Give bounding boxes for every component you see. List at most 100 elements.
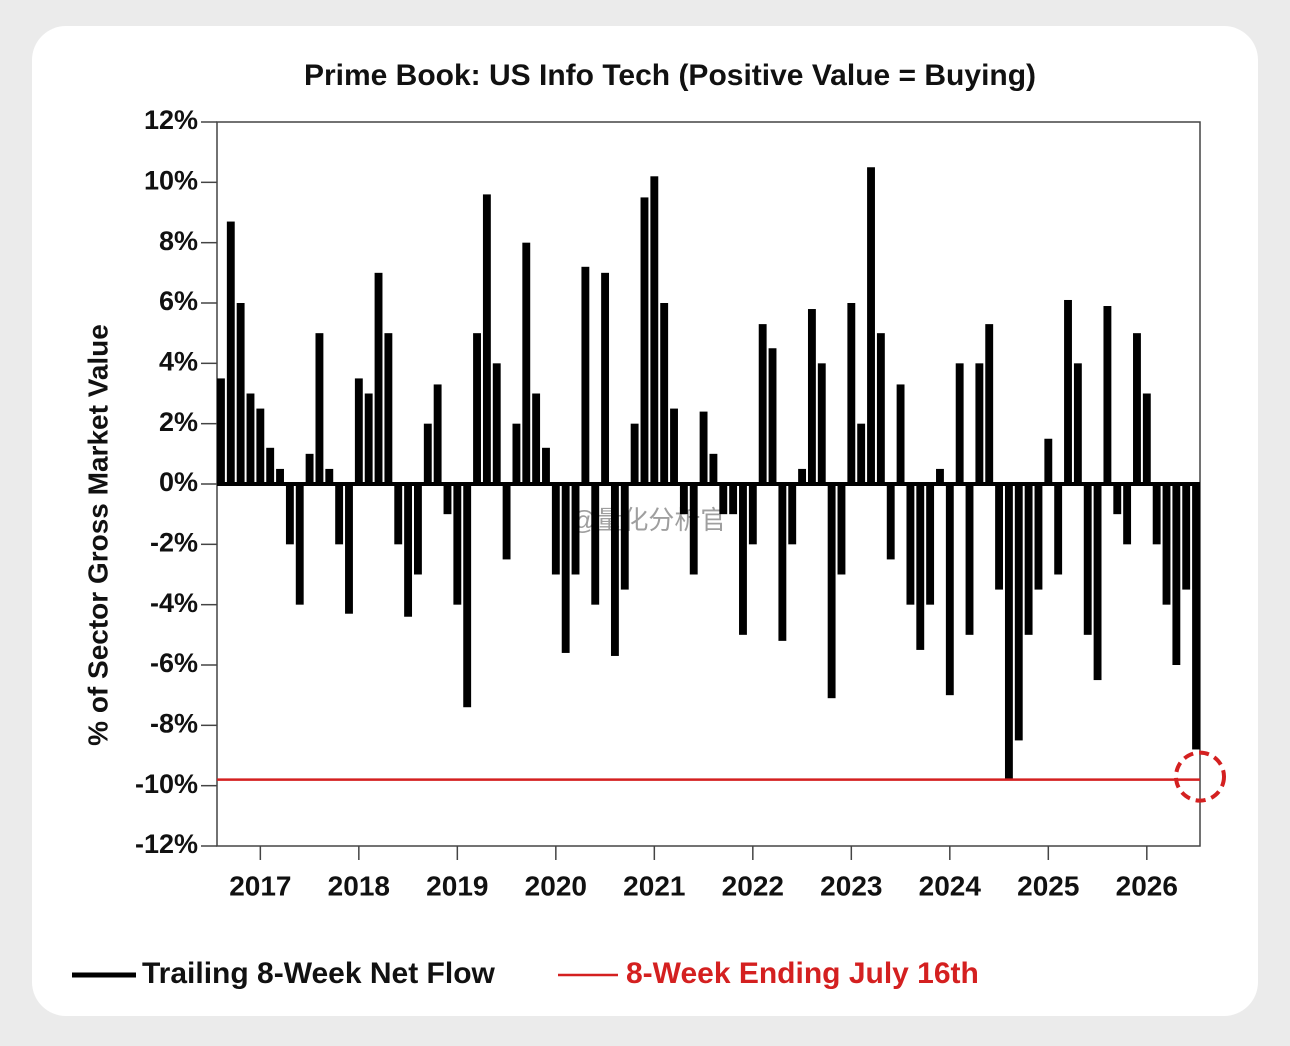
bar — [709, 453, 718, 484]
bar — [246, 393, 255, 484]
bar — [285, 484, 294, 545]
bar — [689, 484, 698, 575]
bar — [1123, 484, 1132, 545]
bar — [1162, 484, 1171, 605]
bar — [1103, 306, 1112, 484]
bar — [847, 303, 856, 484]
bar — [620, 484, 629, 590]
bar — [896, 384, 905, 484]
highlight-circle — [1174, 750, 1226, 803]
y-tick-label: -4% — [150, 588, 198, 618]
bar — [305, 453, 314, 484]
bar — [473, 333, 481, 484]
y-tick-label: 10% — [144, 165, 198, 195]
bar — [1004, 484, 1013, 780]
bar — [413, 484, 422, 575]
x-tick-label: 2022 — [722, 870, 784, 901]
bar — [758, 324, 767, 484]
y-axis-label: % of Sector Gross Market Value — [82, 324, 113, 746]
bar — [551, 484, 560, 575]
legend-label: Trailing 8-Week Net Flow — [142, 957, 496, 990]
bar — [1064, 299, 1072, 484]
y-tick-label: -2% — [150, 527, 198, 557]
bar — [266, 447, 275, 484]
bar — [1054, 484, 1063, 575]
bar — [867, 167, 875, 484]
bar — [955, 363, 964, 484]
bar — [679, 484, 688, 515]
bar — [492, 363, 501, 484]
bar — [1024, 484, 1033, 635]
x-tick-label: 2026 — [1116, 870, 1178, 901]
bar — [463, 484, 472, 708]
y-tick-label: -8% — [150, 708, 198, 738]
bar — [433, 384, 442, 484]
bar — [1152, 484, 1161, 545]
bar — [1083, 484, 1092, 635]
bar — [945, 484, 954, 696]
bar — [512, 423, 521, 484]
bar — [384, 333, 393, 484]
y-tick-label: 2% — [159, 407, 198, 437]
bar — [482, 194, 491, 484]
bar — [1014, 484, 1023, 741]
bar — [906, 484, 915, 605]
bar — [729, 484, 738, 515]
x-tick-label: 2018 — [328, 870, 390, 901]
bar — [315, 333, 324, 484]
bar — [295, 484, 304, 605]
bar — [670, 408, 678, 484]
bar — [217, 378, 225, 484]
bar — [610, 484, 619, 656]
bar — [876, 333, 885, 484]
bar — [837, 484, 846, 575]
legend-label: 8-Week Ending July 16th — [626, 957, 979, 990]
bar — [443, 484, 452, 515]
bar — [601, 272, 610, 484]
x-tick-label: 2024 — [919, 870, 982, 901]
y-tick-label: 0% — [159, 467, 198, 497]
bar — [1113, 484, 1122, 515]
bar — [256, 408, 265, 484]
bar — [748, 484, 757, 545]
bar — [581, 266, 590, 484]
bar — [1133, 333, 1141, 484]
y-tick-label: 12% — [144, 105, 198, 135]
bar — [995, 484, 1004, 590]
bar — [1044, 438, 1053, 484]
x-tick-label: 2025 — [1017, 870, 1079, 901]
bar — [1172, 484, 1181, 665]
bar — [1142, 393, 1151, 484]
y-tick-label: -6% — [150, 648, 198, 678]
bar — [1093, 484, 1102, 681]
bar — [571, 484, 580, 575]
bar — [640, 197, 649, 484]
card — [32, 26, 1258, 1016]
bar — [374, 272, 383, 484]
bar — [423, 423, 432, 484]
bar — [857, 423, 866, 484]
bar — [827, 484, 836, 699]
bar — [404, 484, 413, 617]
bar — [364, 393, 373, 484]
bar — [975, 363, 984, 484]
chart-title: Prime Book: US Info Tech (Positive Value… — [304, 59, 1036, 92]
bar — [719, 484, 728, 515]
bar — [1034, 484, 1043, 590]
x-tick-label: 2020 — [525, 870, 587, 901]
bar — [768, 348, 777, 484]
bar — [817, 363, 826, 484]
bar — [394, 484, 403, 545]
bar — [788, 484, 797, 545]
bar — [276, 468, 284, 484]
bar — [522, 242, 531, 484]
bar — [985, 324, 994, 484]
y-tick-label: 8% — [159, 226, 198, 256]
bar — [778, 484, 787, 641]
bar — [236, 303, 245, 484]
bar — [650, 176, 659, 485]
bar — [226, 221, 235, 485]
bar — [886, 484, 895, 560]
